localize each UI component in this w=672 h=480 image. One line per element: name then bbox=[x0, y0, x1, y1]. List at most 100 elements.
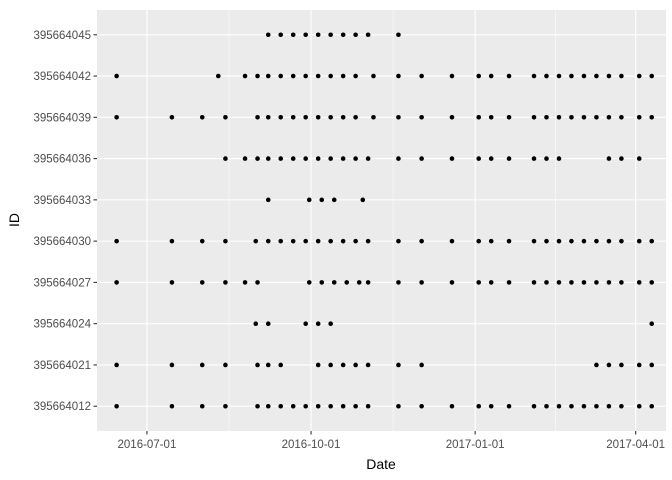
data-point bbox=[396, 32, 401, 38]
data-point bbox=[649, 238, 655, 244]
data-point bbox=[365, 403, 371, 409]
data-point bbox=[606, 156, 612, 161]
data-point bbox=[290, 73, 296, 79]
data-point bbox=[544, 115, 549, 120]
data-point bbox=[265, 115, 271, 120]
data-point bbox=[476, 403, 482, 409]
y-tick-label: 395664012 bbox=[33, 401, 91, 413]
data-point bbox=[199, 362, 205, 368]
data-point bbox=[315, 362, 321, 368]
data-point bbox=[531, 238, 537, 244]
data-point bbox=[581, 403, 587, 409]
data-point bbox=[636, 73, 642, 79]
data-point bbox=[569, 73, 574, 79]
data-point bbox=[278, 73, 284, 79]
y-tick-label: 395664033 bbox=[33, 195, 91, 207]
y-tick-label: 395664036 bbox=[33, 154, 91, 166]
data-point bbox=[290, 403, 296, 409]
data-point bbox=[419, 362, 424, 368]
data-point bbox=[278, 32, 284, 38]
data-point bbox=[506, 280, 512, 285]
data-point bbox=[306, 197, 312, 203]
data-point bbox=[319, 280, 325, 285]
data-point bbox=[169, 280, 175, 285]
data-point bbox=[476, 238, 482, 244]
data-point bbox=[331, 280, 337, 285]
data-point bbox=[581, 238, 587, 244]
data-point bbox=[356, 280, 362, 285]
data-point bbox=[619, 238, 624, 244]
data-point bbox=[544, 73, 549, 79]
data-point bbox=[315, 403, 321, 409]
x-tick-label: 2017-01-01 bbox=[446, 439, 505, 451]
data-point bbox=[636, 403, 642, 409]
data-point bbox=[344, 280, 350, 285]
data-point bbox=[396, 238, 401, 244]
data-point bbox=[556, 403, 562, 409]
data-point bbox=[253, 321, 259, 326]
data-point bbox=[569, 403, 574, 409]
data-point bbox=[114, 403, 119, 409]
y-tick-label: 395664027 bbox=[33, 277, 91, 289]
data-point bbox=[353, 238, 358, 244]
data-point bbox=[365, 280, 371, 285]
data-point bbox=[253, 238, 259, 244]
data-point bbox=[278, 362, 284, 368]
data-point bbox=[488, 73, 494, 79]
data-point bbox=[265, 362, 271, 368]
data-point bbox=[606, 73, 612, 79]
data-point bbox=[606, 280, 612, 285]
data-point bbox=[419, 238, 424, 244]
data-point bbox=[449, 280, 455, 285]
data-point bbox=[619, 115, 624, 120]
data-point bbox=[544, 238, 549, 244]
data-point bbox=[506, 115, 512, 120]
data-point bbox=[315, 73, 321, 79]
data-point bbox=[594, 403, 599, 409]
data-point bbox=[506, 73, 512, 79]
data-point bbox=[449, 403, 455, 409]
data-point bbox=[265, 197, 271, 203]
data-point bbox=[594, 238, 599, 244]
data-point bbox=[556, 73, 562, 79]
y-tick-label: 395664021 bbox=[33, 360, 91, 372]
data-point bbox=[353, 115, 358, 120]
data-point bbox=[255, 115, 260, 120]
data-point bbox=[488, 115, 494, 120]
data-point bbox=[353, 73, 358, 79]
data-point bbox=[488, 238, 494, 244]
data-point bbox=[649, 73, 655, 79]
data-point bbox=[488, 156, 494, 161]
data-point bbox=[419, 156, 424, 161]
data-point bbox=[371, 73, 376, 79]
data-point bbox=[242, 280, 248, 285]
data-point bbox=[223, 115, 228, 120]
data-point bbox=[506, 156, 512, 161]
data-point bbox=[594, 280, 599, 285]
data-point bbox=[169, 115, 175, 120]
data-point bbox=[544, 280, 549, 285]
data-point bbox=[223, 362, 228, 368]
data-point bbox=[290, 32, 296, 38]
data-point bbox=[556, 156, 562, 161]
data-point bbox=[265, 32, 271, 38]
data-point bbox=[449, 238, 455, 244]
x-tick-label: 2017-04-01 bbox=[606, 439, 665, 451]
data-point bbox=[556, 238, 562, 244]
data-point bbox=[278, 238, 284, 244]
data-point bbox=[328, 362, 333, 368]
y-tick-label: 395664045 bbox=[33, 30, 91, 42]
data-point bbox=[199, 280, 205, 285]
data-point bbox=[199, 403, 205, 409]
data-point bbox=[278, 115, 284, 120]
data-point bbox=[255, 280, 260, 285]
data-point bbox=[569, 280, 574, 285]
data-point bbox=[199, 238, 205, 244]
data-point bbox=[606, 362, 612, 368]
data-point bbox=[255, 403, 260, 409]
x-axis-ticks: 2016-07-01 2016-10-01 2017-01-01 2017-04-01 bbox=[118, 431, 665, 451]
data-point bbox=[419, 115, 424, 120]
data-point bbox=[353, 32, 358, 38]
data-point bbox=[278, 156, 284, 161]
data-point bbox=[303, 73, 308, 79]
